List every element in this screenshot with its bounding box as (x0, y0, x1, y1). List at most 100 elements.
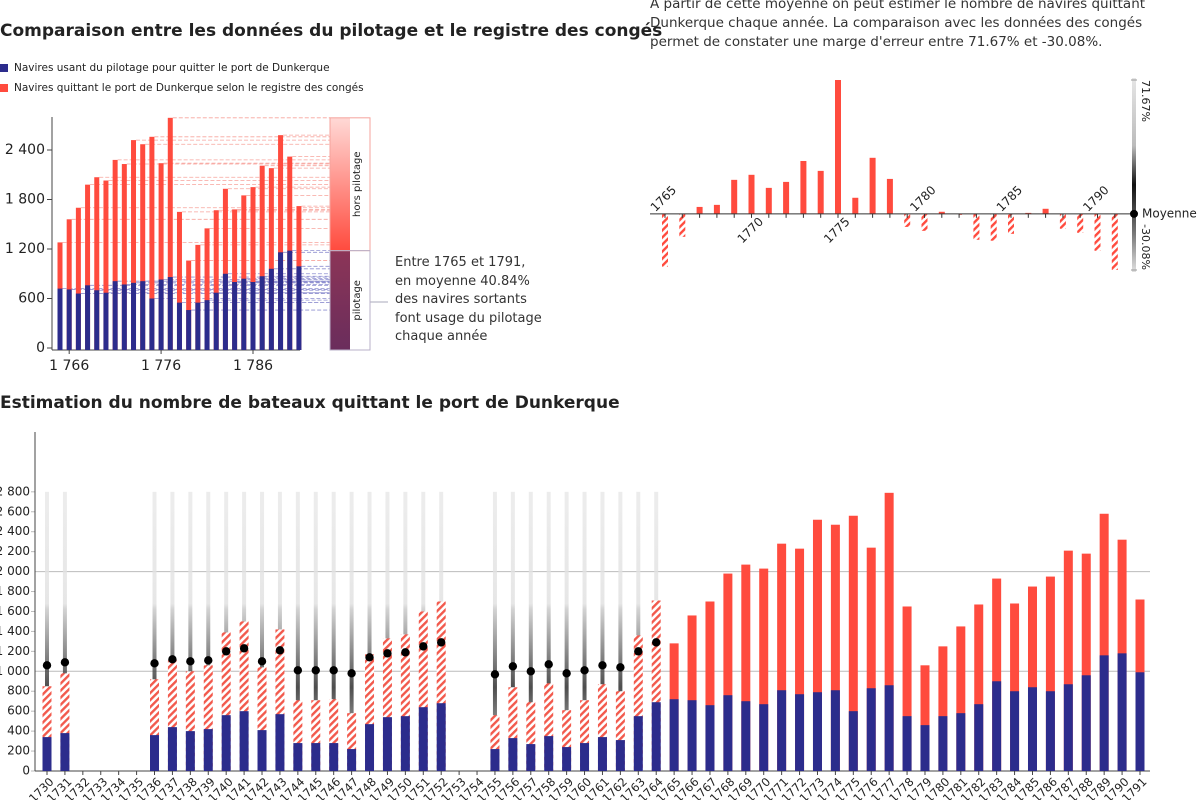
legend-swatch (0, 84, 8, 92)
bar (268, 168, 274, 350)
bar (615, 740, 625, 771)
range-band (582, 491, 587, 771)
estimate-dot (652, 638, 661, 647)
bar (195, 244, 201, 350)
bar (990, 213, 997, 241)
bar (633, 635, 643, 771)
estimate-dot (401, 648, 410, 657)
range-band (152, 491, 157, 771)
range-band (600, 491, 605, 771)
bar (812, 519, 822, 771)
estimate-dot (580, 666, 589, 675)
bar (902, 716, 912, 771)
bar (651, 702, 661, 771)
bar (748, 174, 755, 214)
bar (1059, 213, 1066, 229)
bar (705, 601, 715, 771)
bar (783, 181, 790, 214)
range-band (636, 491, 641, 771)
bar (759, 568, 769, 771)
bar (296, 266, 302, 350)
bar (186, 310, 192, 350)
bar (490, 749, 500, 771)
bar (400, 716, 410, 771)
bar (687, 615, 697, 771)
bar (222, 188, 228, 350)
bar (239, 621, 249, 771)
bar (835, 80, 841, 214)
bar (85, 285, 91, 350)
bar (852, 197, 859, 214)
bar (1135, 672, 1145, 771)
y-tick-label: 0 (36, 340, 45, 356)
bar (131, 140, 137, 350)
bar (938, 211, 945, 214)
bar (158, 163, 164, 350)
bar (884, 492, 894, 771)
y-tick-label: 200 (7, 744, 30, 758)
bar (347, 713, 357, 771)
range-band (206, 491, 211, 771)
bar (268, 268, 274, 350)
bar (176, 211, 182, 350)
range-band (188, 491, 193, 771)
estimate-dot (221, 647, 231, 656)
bar (1081, 675, 1091, 771)
bar (562, 747, 572, 771)
range-band (331, 491, 336, 771)
range-bar (330, 250, 350, 350)
bar (382, 717, 392, 771)
bar (167, 277, 173, 350)
chart-title: Comparaison entre les données du pilotag… (0, 21, 662, 41)
bar (400, 634, 410, 771)
range-band (546, 491, 551, 771)
bar (508, 738, 518, 771)
y-tick-label: 1 400 (0, 624, 30, 638)
bar (812, 692, 822, 771)
bar (562, 710, 572, 771)
bar (973, 213, 980, 240)
bar (817, 170, 824, 214)
bar (580, 743, 590, 771)
y-tick-label: 2 600 (0, 504, 30, 518)
range-band (528, 491, 533, 771)
bar (85, 184, 91, 350)
bar (1111, 213, 1118, 270)
range-band (45, 491, 49, 771)
bar (60, 673, 70, 771)
bar (203, 729, 213, 771)
range-band (170, 491, 175, 771)
bar (185, 671, 195, 771)
bar (544, 736, 554, 771)
bar (920, 665, 930, 771)
bar (103, 180, 109, 350)
bar (185, 731, 195, 771)
bar (436, 601, 446, 771)
legend-label: Navires quittant le port de Dunkerque se… (14, 82, 364, 94)
bar (696, 206, 703, 214)
range-axis (1132, 78, 1136, 272)
bar (204, 228, 210, 350)
bar (418, 707, 428, 771)
bar (723, 573, 733, 771)
bar (94, 177, 100, 350)
estimate-dot (347, 669, 356, 678)
bar (418, 611, 428, 771)
bar (150, 735, 160, 771)
estimate-dot (383, 649, 392, 658)
bar (938, 646, 948, 771)
bar (687, 700, 697, 771)
bar (275, 714, 285, 771)
x-tick-label: 1765 (648, 183, 679, 214)
bar (974, 604, 984, 771)
bar (902, 606, 912, 771)
estimate-dot (168, 655, 177, 664)
bar (526, 702, 536, 771)
bar (186, 260, 192, 350)
bar (777, 543, 787, 771)
y-tick-label: 71.67% (1139, 80, 1152, 122)
bar (94, 290, 100, 350)
bar (1077, 213, 1084, 233)
bar (795, 694, 805, 771)
